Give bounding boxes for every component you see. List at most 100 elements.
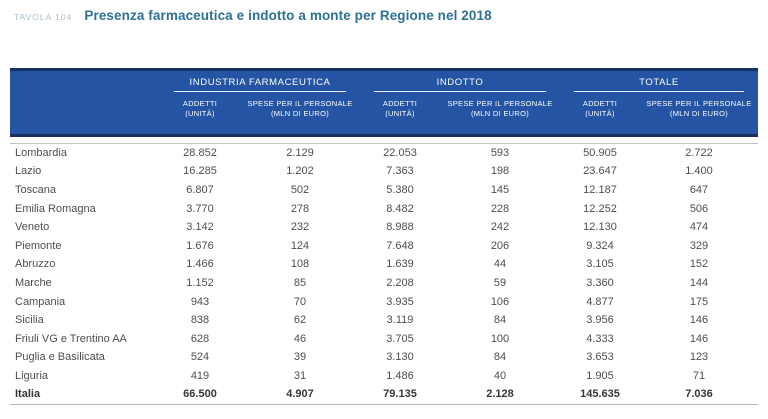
table-row: Lazio 16.285 1.202 7.363 198 23.647 1.40… — [10, 162, 758, 181]
table-row: Emilia Romagna 3.770 278 8.482 228 12.25… — [10, 199, 758, 218]
region-name: Veneto — [15, 221, 50, 234]
table-row: Lombardia 28.852 2.129 22.053 593 50.905… — [10, 144, 758, 163]
cell-spese-industria: 39 — [293, 351, 307, 364]
region-name: Lazio — [15, 165, 42, 178]
cell-spese-totale: 1.400 — [685, 165, 713, 178]
cell-spese-totale: 506 — [689, 202, 709, 215]
table-row: Marche 1.152 85 2.208 59 3.360 144 — [10, 274, 758, 293]
cell-addetti-indotto: 3.705 — [386, 332, 414, 345]
cell-addetti-totale: 3.360 — [586, 276, 614, 289]
cell-spese-totale: 7.036 — [640, 385, 758, 405]
cell-spese-indotto: 40 — [493, 369, 507, 382]
region-name: Piemonte — [15, 239, 62, 252]
cell-addetti-indotto: 3.935 — [386, 295, 414, 308]
table-row: Campania 943 70 3.935 106 4.877 175 — [10, 292, 758, 311]
cell-spese-indotto: 228 — [490, 202, 510, 215]
region-name: Friuli VG e Trentino AA — [15, 332, 127, 345]
cell-addetti-industria: 628 — [190, 332, 210, 345]
table-caption: TAVOLA 104 Presenza farmaceutica e indot… — [14, 8, 758, 23]
cell-addetti-totale: 145.635 — [560, 385, 640, 405]
cell-addetti-totale: 1.905 — [586, 369, 614, 382]
cell-spese-indotto: 242 — [490, 221, 510, 234]
group-label: INDUSTRIA FARMACEUTICA — [174, 77, 346, 92]
cell-spese-industria: 70 — [293, 295, 307, 308]
region-name: Emilia Romagna — [15, 202, 96, 215]
table-row: Sicilia 838 62 3.119 84 3.956 146 — [10, 311, 758, 330]
cell-spese-industria: 1.202 — [286, 165, 314, 178]
region-name: Italia — [10, 385, 160, 405]
region-name: Toscana — [15, 183, 56, 196]
cell-addetti-indotto: 8.988 — [386, 221, 414, 234]
region-name: Sicilia — [15, 314, 44, 327]
group-label: INDOTTO — [374, 77, 546, 92]
table-number-tag: TAVOLA 104 — [14, 12, 73, 22]
cell-spese-totale: 2.722 — [685, 147, 713, 160]
region-name: Lombardia — [15, 147, 67, 160]
col-header-spese-indotto: SPESE PER IL PERSONALE (MLN DI EURO) — [440, 95, 560, 137]
cell-addetti-industria: 1.676 — [186, 239, 214, 252]
cell-addetti-totale: 3.105 — [586, 258, 614, 271]
group-header-indotto: INDOTTO — [360, 68, 560, 96]
cell-spese-industria: 85 — [293, 276, 307, 289]
cell-addetti-industria: 6.807 — [186, 183, 214, 196]
cell-addetti-indotto: 7.363 — [386, 165, 414, 178]
header-rule-spacer — [10, 135, 758, 144]
cell-spese-indotto: 2.128 — [440, 385, 560, 405]
cell-addetti-totale: 12.252 — [583, 202, 617, 215]
cell-spese-indotto: 100 — [490, 332, 510, 345]
cell-spese-totale: 146 — [689, 332, 709, 345]
cell-spese-totale: 175 — [689, 295, 709, 308]
cell-addetti-indotto: 1.486 — [386, 369, 414, 382]
cell-spese-industria: 502 — [290, 183, 310, 196]
table-row: Abruzzo 1.466 108 1.639 44 3.105 152 — [10, 255, 758, 274]
cell-addetti-indotto: 79.135 — [360, 385, 440, 405]
page-title: Presenza farmaceutica e indotto a monte … — [84, 8, 492, 23]
cell-addetti-totale: 3.956 — [586, 314, 614, 327]
cell-spese-industria: 62 — [293, 314, 307, 327]
cell-addetti-industria: 1.466 — [186, 258, 214, 271]
cell-addetti-totale: 12.187 — [583, 183, 617, 196]
group-header-totale: TOTALE — [560, 68, 758, 96]
cell-addetti-indotto: 8.482 — [386, 202, 414, 215]
cell-addetti-totale: 3.653 — [586, 351, 614, 364]
col-header-addetti-totale: ADDETTI (UNITÀ) — [560, 95, 640, 137]
cell-spese-totale: 146 — [689, 314, 709, 327]
col-header-spese-industria: SPESE PER IL PERSONALE (MLN DI EURO) — [240, 95, 360, 137]
cell-addetti-totale: 23.647 — [583, 165, 617, 178]
cell-spese-indotto: 84 — [493, 314, 507, 327]
region-name: Puglia e Basilicata — [15, 351, 105, 364]
cell-spese-indotto: 84 — [493, 351, 507, 364]
cell-addetti-indotto: 5.380 — [386, 183, 414, 196]
cell-spese-industria: 232 — [290, 221, 310, 234]
cell-spese-totale: 152 — [689, 258, 709, 271]
cell-spese-industria: 124 — [290, 239, 310, 252]
table-row: Veneto 3.142 232 8.988 242 12.130 474 — [10, 218, 758, 237]
cell-addetti-totale: 50.905 — [583, 147, 617, 160]
cell-spese-indotto: 44 — [493, 258, 507, 271]
cell-addetti-industria: 419 — [190, 369, 210, 382]
cell-addetti-totale: 9.324 — [586, 239, 614, 252]
col-header-addetti-industria: ADDETTI (UNITÀ) — [160, 95, 240, 137]
cell-spese-totale: 329 — [689, 239, 709, 252]
cell-spese-indotto: 106 — [490, 295, 510, 308]
region-name: Campania — [15, 295, 66, 308]
table-row: Toscana 6.807 502 5.380 145 12.187 647 — [10, 181, 758, 200]
cell-spese-indotto: 59 — [493, 276, 507, 289]
cell-addetti-industria: 66.500 — [160, 385, 240, 405]
col-header-spese-totale: SPESE PER IL PERSONALE (MLN DI EURO) — [640, 95, 758, 137]
cell-addetti-indotto: 22.053 — [383, 147, 417, 160]
empty-corner-cell — [10, 68, 160, 137]
cell-spese-industria: 31 — [293, 369, 307, 382]
region-name: Abruzzo — [15, 258, 56, 271]
cell-spese-industria: 4.907 — [240, 385, 360, 405]
cell-addetti-industria: 28.852 — [183, 147, 217, 160]
cell-spese-totale: 144 — [689, 276, 709, 289]
cell-addetti-industria: 838 — [190, 314, 210, 327]
cell-spese-indotto: 145 — [490, 183, 510, 196]
region-name: Liguria — [15, 369, 49, 382]
cell-addetti-indotto: 3.119 — [386, 314, 414, 327]
table-row: Liguria 419 31 1.486 40 1.905 71 — [10, 367, 758, 386]
table-body: Lombardia 28.852 2.129 22.053 593 50.905… — [10, 135, 758, 405]
cell-spese-indotto: 593 — [490, 147, 510, 160]
